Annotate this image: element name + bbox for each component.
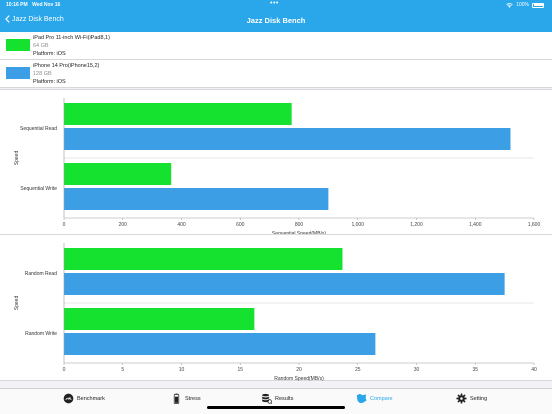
random-chart-panel: Random Read Random Write 0 5 10 15 20 25 30 35 40 R… <box>0 234 552 382</box>
tab-label: Compare <box>370 395 393 402</box>
x-tick-label: 40 <box>531 367 537 373</box>
x-tick-label: 200 <box>119 222 128 228</box>
x-tick-label: 30 <box>414 367 420 373</box>
category-label: Sequential Read <box>20 126 57 132</box>
bar <box>64 333 376 355</box>
sequential-chart-panel: Sequential Read Sequential Write 0 200 400 60… <box>0 89 552 236</box>
device-name: iPhone 14 Pro(iPhone15,2) <box>33 63 100 69</box>
x-tick-label: 1,400 <box>469 222 482 228</box>
battery-icon <box>532 2 544 8</box>
tab-label: Benchmark <box>77 395 105 402</box>
bar <box>64 128 511 150</box>
tab-benchmark[interactable]: Benchmark <box>63 393 105 404</box>
x-tick-label: 1,000 <box>351 222 364 228</box>
x-tick-label: 1,600 <box>528 222 541 228</box>
bar <box>64 308 255 330</box>
legend-swatch-blue <box>6 67 30 79</box>
battery-stack-icon <box>173 393 180 404</box>
x-tick-label: 400 <box>177 222 186 228</box>
x-tick-label: 35 <box>472 367 478 373</box>
gear-icon <box>456 393 467 404</box>
y-axis-title: Speed <box>14 296 20 311</box>
tab-results[interactable]: Results <box>261 393 293 404</box>
page-title: Jazz Disk Bench <box>246 16 306 25</box>
x-tick-label: 0 <box>63 222 66 228</box>
tab-label: Stress <box>185 395 201 402</box>
device-row-iphone: iPhone 14 Pro(iPhone15,2) 128 GB Platfor… <box>0 60 552 88</box>
device-info: iPhone 14 Pro(iPhone15,2) 128 GB Platfor… <box>33 62 99 86</box>
x-tick-label: 10 <box>179 367 185 373</box>
tab-label: Setting <box>470 395 488 402</box>
back-label: Jazz Disk Bench <box>12 15 64 23</box>
device-storage: 64 GB <box>33 43 49 49</box>
x-tick-label: 800 <box>295 222 304 228</box>
status-time: 10:16 PM Wed Nov 16 <box>6 2 61 8</box>
x-tick-label: 25 <box>355 367 361 373</box>
device-name: iPad Pro 11-inch Wi-Fi(iPad8,1) <box>33 35 110 41</box>
bar <box>64 188 329 210</box>
status-bar: 10:16 PM Wed Nov 16 ••• 100% <box>0 0 552 10</box>
category-label: Sequential Write <box>20 186 57 192</box>
bar <box>64 163 172 185</box>
home-indicator <box>207 406 345 409</box>
x-tick-label: 5 <box>121 367 124 373</box>
category-label: Random Write <box>25 331 57 337</box>
wifi-icon <box>506 2 513 8</box>
chevron-left-icon <box>5 15 10 23</box>
tab-setting[interactable]: Setting <box>456 393 487 404</box>
multitasking-dots[interactable]: ••• <box>270 0 279 7</box>
device-storage: 128 GB <box>33 71 52 77</box>
navigation-bar: Jazz Disk Bench Jazz Disk Bench <box>0 10 552 32</box>
sequential-speed-chart: Sequential Read Sequential Write 0 200 400 60… <box>14 98 541 236</box>
tab-compare[interactable]: Compare <box>356 393 393 404</box>
device-platform: Platform: iOS <box>33 79 66 85</box>
bar <box>64 103 292 125</box>
database-icon <box>262 393 272 404</box>
x-tick-label: 20 <box>296 367 302 373</box>
x-tick-label: 1,200 <box>410 222 423 228</box>
category-label: Random Read <box>25 271 57 277</box>
back-button[interactable]: Jazz Disk Bench <box>5 15 64 23</box>
device-info: iPad Pro 11-inch Wi-Fi(iPad8,1) 64 GB Pl… <box>33 34 110 58</box>
x-tick-label: 15 <box>237 367 243 373</box>
tab-label: Results <box>275 395 294 402</box>
tab-bar: Benchmark Stress Results Compare Setting <box>0 388 552 414</box>
x-tick-label: 0 <box>63 367 66 373</box>
tab-stress[interactable]: Stress <box>171 393 201 404</box>
device-row-ipad: iPad Pro 11-inch Wi-Fi(iPad8,1) 64 GB Pl… <box>0 32 552 60</box>
random-speed-chart: Random Read Random Write 0 5 10 15 20 25 30 35 40 R… <box>14 243 537 382</box>
status-indicators: 100% <box>506 2 544 8</box>
legend-swatch-green <box>6 39 30 51</box>
device-platform: Platform: iOS <box>33 51 66 57</box>
compare-icon <box>356 393 367 404</box>
x-axis-title: Random Speed(MB/s) <box>274 376 324 382</box>
y-axis-title: Speed <box>14 151 20 166</box>
x-axis-title: Sequential Speed(MB/s) <box>272 231 327 236</box>
battery-percent: 100% <box>516 2 529 8</box>
bar <box>64 248 343 270</box>
x-tick-label: 600 <box>236 222 245 228</box>
speedometer-icon <box>63 393 74 404</box>
bar <box>64 273 505 295</box>
